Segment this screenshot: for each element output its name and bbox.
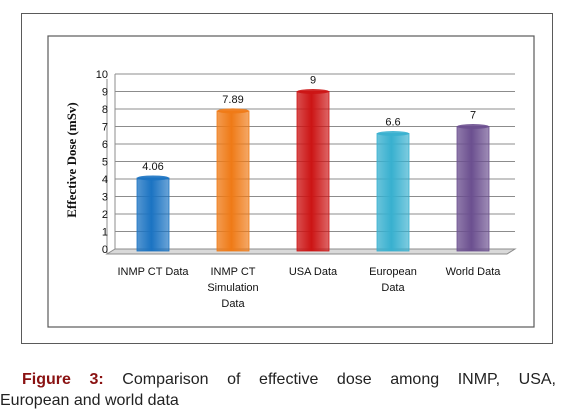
y-tick-label: 2 (102, 209, 108, 221)
data-label: 9 (310, 75, 316, 87)
bar-top (297, 89, 329, 94)
bar-top (137, 175, 169, 181)
y-axis-label: Effective Dose (mSv) (64, 102, 79, 218)
x-tick-label: INMP CT (210, 266, 255, 278)
y-tick-label: 6 (102, 139, 108, 151)
bar-top (457, 124, 489, 129)
bar (216, 110, 250, 252)
x-tick-label: USA Data (289, 266, 338, 278)
chart-area (47, 35, 535, 328)
y-tick-label: 9 (102, 87, 108, 99)
data-label: 7.89 (222, 94, 243, 106)
caption-text-line2: European and world data (0, 392, 179, 409)
chart-floor (105, 248, 517, 255)
data-label: 6.6 (385, 117, 400, 129)
x-tick-label: Data (381, 282, 405, 294)
caption-label: Figure 3: (22, 371, 104, 388)
y-tick-label: 8 (102, 104, 108, 116)
x-tick-label: World Data (446, 266, 502, 278)
x-tick-label: European (369, 266, 417, 278)
caption-text-line1: Comparison of effective dose among INMP,… (122, 371, 556, 388)
y-tick-label: 5 (102, 157, 108, 169)
x-tick-label: Data (221, 298, 245, 310)
bar (296, 91, 330, 252)
x-tick-label: INMP CT Data (117, 266, 189, 278)
y-tick-label: 4 (102, 174, 108, 186)
data-label: 4.06 (142, 161, 163, 173)
axes (105, 74, 517, 255)
y-tick-label: 10 (96, 69, 108, 81)
figure-caption: Figure 3: Comparison of effective dose a… (0, 369, 556, 411)
y-tick-label: 3 (102, 192, 108, 204)
bar (136, 177, 170, 252)
bar-top (377, 131, 409, 136)
bar-top (217, 108, 249, 114)
data-label: 7 (470, 110, 476, 122)
bars (136, 89, 490, 252)
y-tick-label: 0 (102, 244, 108, 256)
bar (456, 126, 490, 252)
y-tick-label: 7 (102, 122, 108, 134)
bar (376, 133, 410, 252)
x-tick-label: Simulation (207, 282, 258, 294)
y-tick-label: 1 (102, 227, 108, 239)
labels: 0 1 2 3 4 5 6 7 8 9 10 4.06 INMP CT Data 7.89 INMP CT S… (96, 69, 502, 310)
